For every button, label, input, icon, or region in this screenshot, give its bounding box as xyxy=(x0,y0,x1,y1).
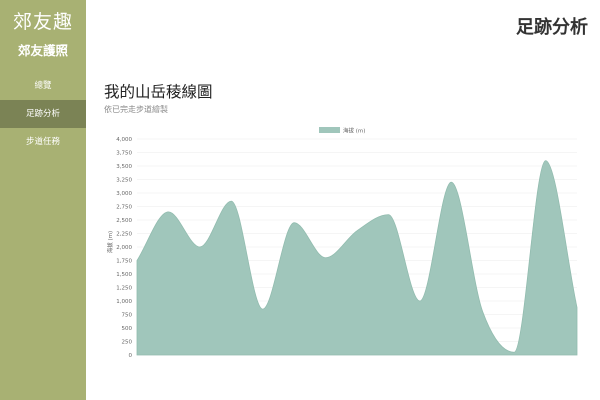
sidebar-nav: 總覽 足跡分析 步道任務 xyxy=(0,72,86,156)
y-tick-label: 3,000 xyxy=(116,191,132,197)
legend-swatch xyxy=(319,127,340,133)
elevation-area-series xyxy=(136,160,578,356)
y-tick-label: 3,250 xyxy=(116,178,132,184)
sidebar-item-footprint-analysis[interactable]: 足跡分析 xyxy=(0,100,86,128)
y-tick-label: 4,000 xyxy=(116,137,132,143)
app-logo[interactable]: 郊友趣 xyxy=(12,11,73,33)
y-tick-label: 1,500 xyxy=(116,272,132,278)
y-tick-label: 1,000 xyxy=(116,299,132,305)
y-tick-label: 1,250 xyxy=(116,286,132,292)
y-tick-label: 2,000 xyxy=(116,245,132,251)
chart-subtitle: 依已完走步道繪製 xyxy=(104,105,168,114)
y-tick-label: 0 xyxy=(129,353,133,359)
y-tick-label: 250 xyxy=(122,340,133,346)
y-tick-label: 2,750 xyxy=(116,205,132,211)
sidebar-item-overview[interactable]: 總覽 xyxy=(34,81,52,91)
page-header-title: 足跡分析 xyxy=(516,17,588,38)
app-subtitle: 郊友護照 xyxy=(17,43,68,58)
y-tick-label: 2,500 xyxy=(116,218,132,224)
y-tick-label: 500 xyxy=(122,326,133,332)
y-tick-label: 750 xyxy=(122,313,133,319)
chart-title: 我的山岳稜線圖 xyxy=(104,83,213,101)
elevation-chart: 0 250 500 750 1,000 1,250 1,500 1,750 2,000 2,250… xyxy=(106,127,578,359)
chart-legend[interactable]: 海拔 (m) xyxy=(319,127,365,135)
y-tick-label: 3,500 xyxy=(116,164,132,170)
sidebar-item-trail-missions[interactable]: 步道任務 xyxy=(25,137,60,147)
y-tick-label: 2,250 xyxy=(116,232,132,238)
legend-label: 海拔 (m) xyxy=(343,127,365,135)
y-axis-label: 海拔 (m) xyxy=(106,231,114,253)
y-tick-label: 3,750 xyxy=(116,151,132,157)
sidebar: 郊友趣 郊友護照 總覽 足跡分析 步道任務 xyxy=(0,0,86,400)
y-axis-ticks: 0 250 500 750 1,000 1,250 1,500 1,750 2,000 2,250… xyxy=(116,137,132,359)
y-tick-label: 1,750 xyxy=(116,259,132,265)
